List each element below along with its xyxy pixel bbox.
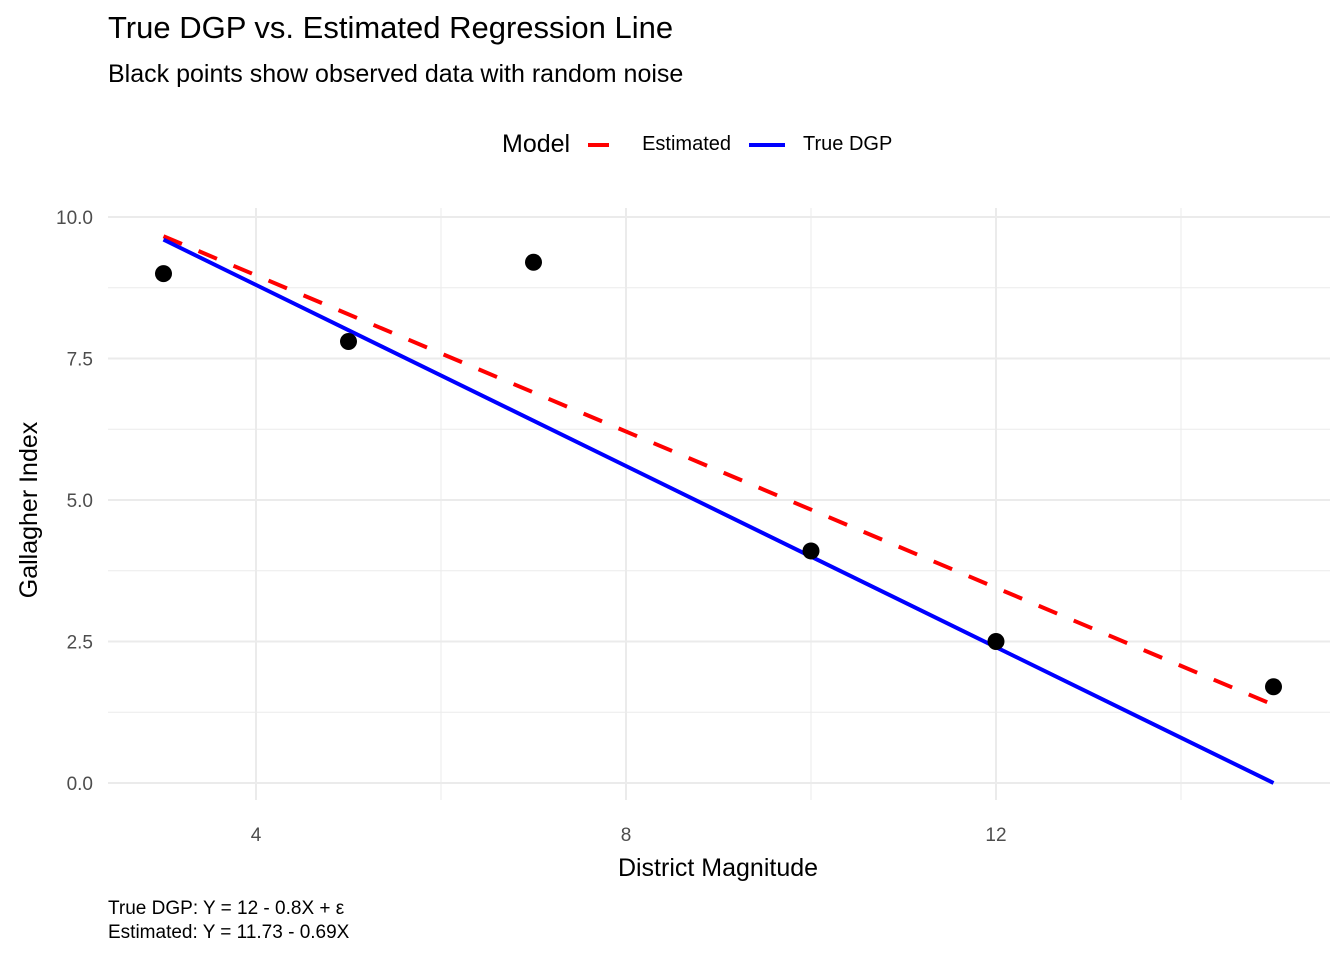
y-axis-ticks: 0.0 2.5 5.0 7.5 10.0 <box>56 208 93 795</box>
y-tick-label: 5.0 <box>67 491 93 512</box>
line-estimated <box>162 234 1275 707</box>
regression-lines <box>162 234 1275 785</box>
data-point <box>340 333 357 351</box>
y-tick-label: 10.0 <box>56 208 93 229</box>
caption-estimated: Estimated: Y = 11.73 - 0.69X <box>108 922 350 943</box>
data-point <box>987 633 1005 650</box>
legend-label-true-dgp: True DGP <box>803 132 893 155</box>
chart-subtitle: Black points show observed data with ran… <box>108 60 684 88</box>
y-tick-label: 0.0 <box>67 774 93 795</box>
data-point <box>155 265 172 283</box>
data-point <box>525 253 542 271</box>
caption-true-dgp: True DGP: Y = 12 - 0.8X + ε <box>108 898 345 919</box>
data-point <box>1265 678 1282 696</box>
x-tick-label: 12 <box>985 825 1006 846</box>
x-tick-label: 8 <box>621 825 632 846</box>
y-tick-label: 2.5 <box>67 633 93 654</box>
caption: True DGP: Y = 12 - 0.8X + ε Estimated: Y… <box>108 897 349 945</box>
legend-key-true-dgp <box>749 128 786 160</box>
legend: Model Estimated True DGP <box>502 128 910 160</box>
y-tick-label: 7.5 <box>67 350 93 371</box>
chart-title: True DGP vs. Estimated Regression Line <box>108 10 674 45</box>
data-point <box>802 542 820 560</box>
x-axis-title: District Magnitude <box>618 854 818 882</box>
data-points <box>155 253 1282 696</box>
legend-label-estimated: Estimated <box>642 132 732 155</box>
legend-title: Model <box>502 129 571 158</box>
major-gridlines <box>108 208 1330 800</box>
y-axis-title: Gallagher Index <box>15 421 43 598</box>
x-axis-ticks: 4 8 12 <box>251 825 1007 846</box>
line-true-dgp <box>162 237 1275 785</box>
legend-key-estimated <box>588 128 624 160</box>
minor-gridlines <box>108 208 1330 800</box>
x-tick-label: 4 <box>251 825 262 846</box>
